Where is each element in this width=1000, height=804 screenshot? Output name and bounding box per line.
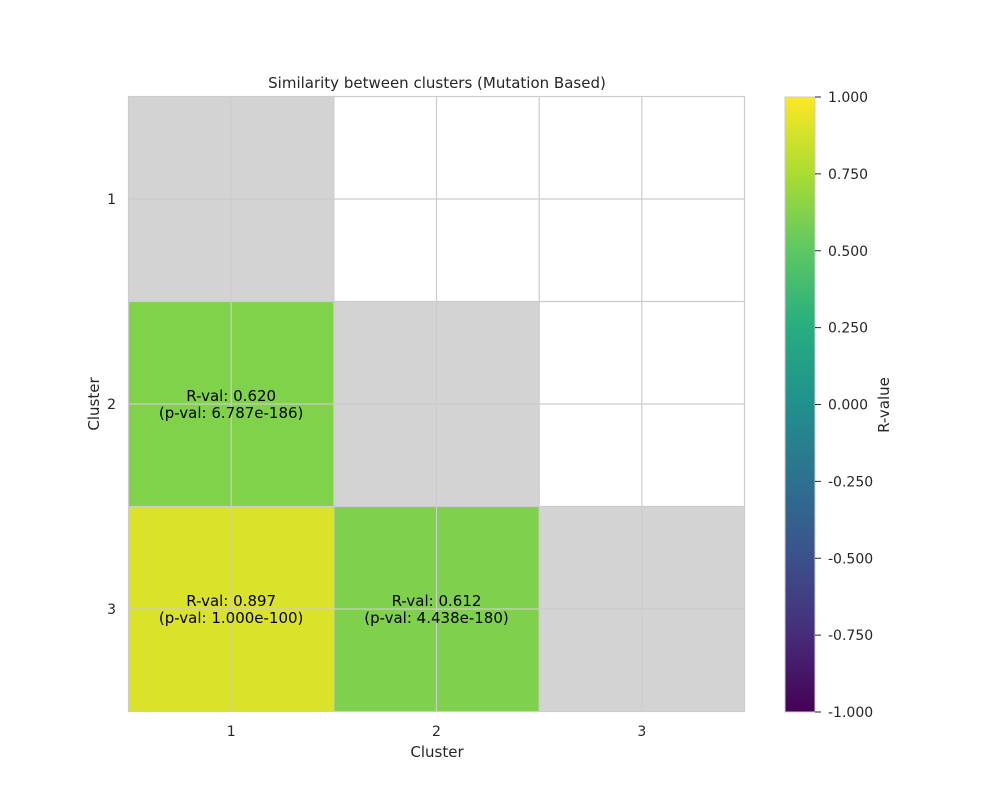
colorbar-tick-label: -0.750 [828,628,873,644]
grid-lines [128,96,745,712]
cell-p-value-label: (p-val: 1.000e-100) [159,609,304,627]
y-axis-label: Cluster [85,377,103,431]
colorbar-tick-label: 0.750 [828,167,868,183]
colorbar-tick-label: -1.000 [828,705,873,721]
colorbar-gradient [784,96,816,713]
colorbar-tick-label: 0.500 [828,244,868,260]
x-tick-label: 2 [432,724,441,740]
y-tick-label: 3 [107,602,116,618]
colorbar-tick-label: 0.250 [828,321,868,337]
colorbar-tick-label: -0.500 [828,551,873,567]
colorbar-ticks: -1.000 -0.750 -0.500 -0.250 0.000 0.250 0.500 0… [815,90,873,721]
cell-p-value-label: (p-val: 4.438e-180) [364,609,509,627]
cell-p-value-label: (p-val: 6.787e-186) [159,404,304,422]
cell-r-value-label: R-val: 0.897 [186,592,276,610]
chart-title: Similarity between clusters (Mutation Ba… [268,74,606,92]
y-tick-label: 1 [107,192,116,208]
y-tick-label: 2 [107,397,116,413]
plot-frame [127,95,746,713]
cell-r-value-label: R-val: 0.612 [392,592,482,610]
cell-annotations: R-val: 0.620(p-val: 6.787e-186) R-val: 0.… [159,387,509,627]
y-axis-ticks: 1 2 3 [107,192,116,618]
colorbar-tick-label: 0.000 [828,398,868,414]
colorbar-label: R-value [875,377,893,433]
colorbar: -1.000 -0.750 -0.500 -0.250 0.000 0.250 0.500 0… [784,90,893,721]
x-axis-ticks: 1 2 3 [227,724,647,740]
cell-r-value-label: R-val: 0.620 [186,387,276,405]
x-tick-label: 3 [637,724,646,740]
x-axis-label: Cluster [410,743,464,761]
colorbar-tick-label: -0.250 [828,474,873,490]
x-tick-label: 1 [227,724,236,740]
colorbar-tick-label: 1.000 [828,90,868,106]
